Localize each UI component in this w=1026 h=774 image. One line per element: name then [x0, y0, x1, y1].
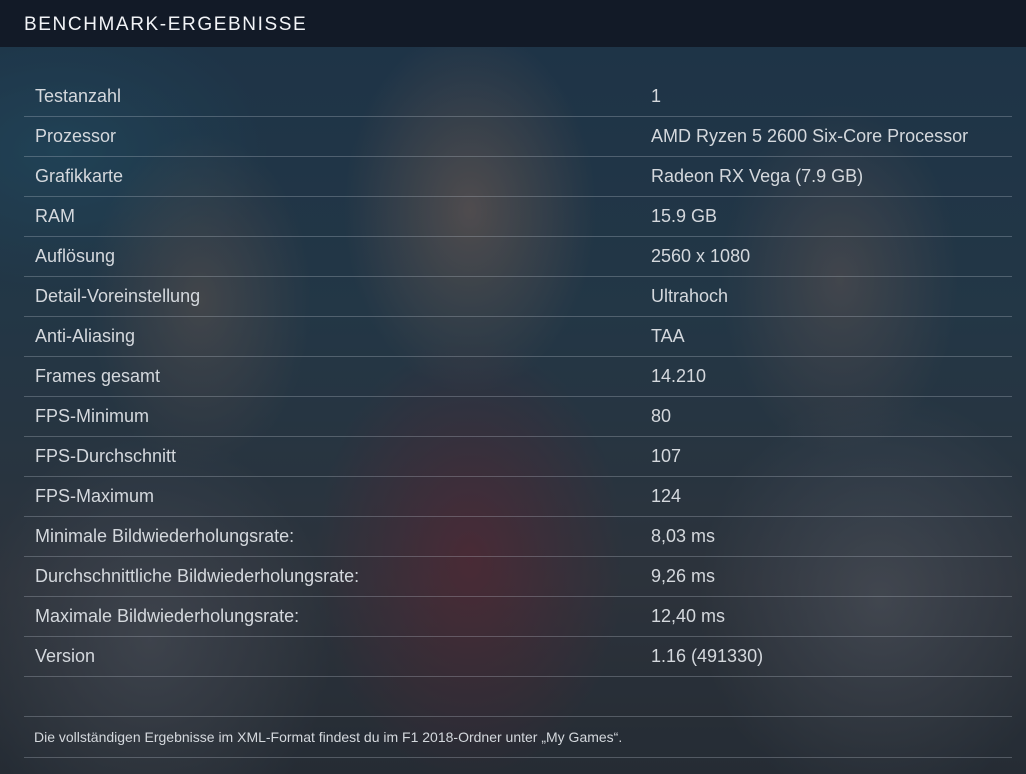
header-bar: BENCHMARK-ERGEBNISSE: [0, 0, 1026, 47]
result-value: 12,40 ms: [651, 606, 726, 626]
result-row-version: Version 1.16 (491330): [24, 637, 1012, 677]
result-row-graphics-card: Grafikkarte Radeon RX Vega (7.9 GB): [24, 157, 1012, 197]
result-row-processor: Prozessor AMD Ryzen 5 2600 Six-Core Proc…: [24, 117, 1012, 157]
result-row-avg-frametime: Durchschnittliche Bildwiederholungsrate:…: [24, 557, 1012, 597]
result-row-test-count: Testanzahl 1: [24, 77, 1012, 117]
benchmark-results-table: Testanzahl 1 Prozessor AMD Ryzen 5 2600 …: [24, 77, 1012, 677]
result-label: Frames gesamt: [35, 366, 161, 386]
result-label: FPS-Minimum: [35, 406, 150, 426]
result-value: 107: [651, 446, 682, 466]
result-label: Testanzahl: [35, 86, 122, 106]
result-label: Anti-Aliasing: [35, 326, 136, 346]
result-label: Maximale Bildwiederholungsrate:: [35, 606, 300, 626]
result-value: Radeon RX Vega (7.9 GB): [651, 166, 864, 186]
result-row-detail-preset: Detail-Voreinstellung Ultrahoch: [24, 277, 1012, 317]
result-value: 8,03 ms: [651, 526, 716, 546]
result-row-total-frames: Frames gesamt 14.210: [24, 357, 1012, 397]
result-value: AMD Ryzen 5 2600 Six-Core Processor: [651, 126, 969, 146]
result-value: 124: [651, 486, 682, 506]
result-value: 1.16 (491330): [651, 646, 764, 666]
result-label: Prozessor: [35, 126, 117, 146]
result-value: Ultrahoch: [651, 286, 729, 306]
result-row-resolution: Auflösung 2560 x 1080: [24, 237, 1012, 277]
footer-divider: [24, 757, 1012, 758]
result-value: 2560 x 1080: [651, 246, 751, 266]
page-title: BENCHMARK-ERGEBNISSE: [24, 14, 308, 35]
result-value: 14.210: [651, 366, 707, 386]
result-row-fps-avg: FPS-Durchschnitt 107: [24, 437, 1012, 477]
result-row-anti-aliasing: Anti-Aliasing TAA: [24, 317, 1012, 357]
result-row-ram: RAM 15.9 GB: [24, 197, 1012, 237]
result-label: Auflösung: [35, 246, 116, 266]
result-value: TAA: [651, 326, 685, 346]
result-label: Minimale Bildwiederholungsrate:: [35, 526, 295, 546]
footer-divider: [24, 716, 1012, 717]
result-label: Grafikkarte: [35, 166, 124, 186]
result-row-min-frametime: Minimale Bildwiederholungsrate: 8,03 ms: [24, 517, 1012, 557]
result-value: 9,26 ms: [651, 566, 716, 586]
result-row-fps-min: FPS-Minimum 80: [24, 397, 1012, 437]
result-label: Durchschnittliche Bildwiederholungsrate:: [35, 566, 360, 586]
result-row-max-frametime: Maximale Bildwiederholungsrate: 12,40 ms: [24, 597, 1012, 637]
result-label: Version: [35, 646, 96, 666]
result-value: 15.9 GB: [651, 206, 718, 226]
footer-note: Die vollständigen Ergebnisse im XML-Form…: [34, 729, 623, 745]
result-value: 1: [651, 86, 662, 106]
result-label: Detail-Voreinstellung: [35, 286, 201, 306]
result-label: FPS-Maximum: [35, 486, 155, 506]
result-value: 80: [651, 406, 672, 426]
result-label: RAM: [35, 206, 75, 226]
result-row-fps-max: FPS-Maximum 124: [24, 477, 1012, 517]
result-label: FPS-Durchschnitt: [35, 446, 177, 466]
